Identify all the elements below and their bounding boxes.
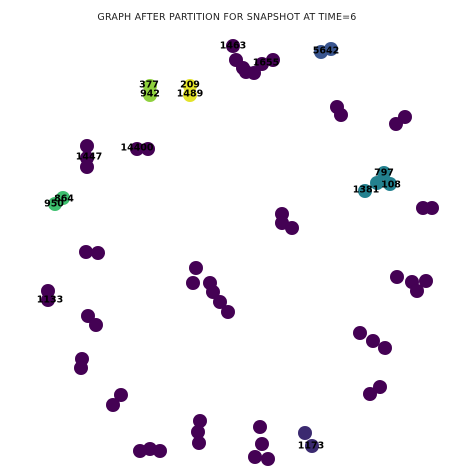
graph-node	[261, 452, 275, 466]
graph-node	[221, 305, 235, 319]
graph-node	[247, 66, 261, 80]
graph-node	[248, 450, 262, 464]
graph-node	[353, 326, 367, 340]
graph-node	[130, 142, 144, 156]
node-label: 14400	[120, 143, 153, 154]
node-label: 1133	[37, 295, 63, 306]
graph-title: GRAPH AFTER PARTITION FOR SNAPSHOT AT TI…	[97, 12, 357, 23]
graph-node	[410, 284, 424, 298]
graph-node	[193, 414, 207, 428]
graph-node	[366, 334, 380, 348]
graph-node	[89, 318, 103, 332]
graph-node	[378, 341, 392, 355]
graph-node	[48, 197, 62, 211]
graph-node	[80, 160, 94, 174]
node-label: 1463	[220, 41, 246, 52]
graph-node	[186, 276, 200, 290]
graph-node	[255, 57, 269, 71]
graph-node	[389, 117, 403, 131]
graph-node	[255, 437, 269, 451]
graph-node	[189, 261, 203, 275]
graph-node	[305, 439, 319, 453]
graph-node	[74, 361, 88, 375]
graph-node	[236, 61, 250, 75]
graph-node	[81, 309, 95, 323]
graph-node	[377, 166, 391, 180]
graph-node	[106, 398, 120, 412]
node-label: 1173	[298, 441, 324, 452]
graph-node	[419, 274, 433, 288]
graph-node	[91, 246, 105, 260]
graph-node	[373, 380, 387, 394]
node-label: 5642	[313, 46, 339, 57]
graph-node	[285, 221, 299, 235]
graph-node	[114, 388, 128, 402]
node-label: 1655	[253, 58, 279, 69]
graph-node	[143, 88, 157, 102]
node-label: 797	[374, 168, 394, 179]
node-label: 1447	[76, 152, 102, 163]
graph-node	[213, 295, 227, 309]
graph-node	[390, 270, 404, 284]
graph-node	[266, 53, 280, 67]
node-label: 864	[54, 194, 74, 205]
graph-node	[41, 293, 55, 307]
graph-node	[334, 108, 348, 122]
node-label: 942	[140, 89, 160, 100]
graph-node	[191, 425, 205, 439]
node-label: 108	[381, 180, 401, 191]
graph-node	[383, 177, 397, 191]
graph-node	[206, 285, 220, 299]
graph-node	[226, 39, 240, 53]
graph-node	[358, 184, 372, 198]
node-label: 377	[139, 80, 159, 91]
nodes-layer	[41, 39, 439, 466]
graph-node	[79, 245, 93, 259]
graph-node	[416, 201, 430, 215]
graph-node	[153, 444, 167, 458]
graph-node	[370, 176, 384, 190]
graph-node	[253, 420, 267, 434]
graph-node	[141, 142, 155, 156]
graph-node	[80, 139, 94, 153]
node-label: 950	[44, 199, 64, 210]
graph-node	[363, 387, 377, 401]
graph-node	[298, 426, 312, 440]
graph-node	[324, 42, 338, 56]
graph-node	[183, 88, 197, 102]
node-label: 1381	[353, 185, 379, 196]
graph-node	[133, 444, 147, 458]
node-label: 1489	[177, 89, 203, 100]
graph-node	[192, 436, 206, 450]
node-label: 209	[180, 80, 200, 91]
